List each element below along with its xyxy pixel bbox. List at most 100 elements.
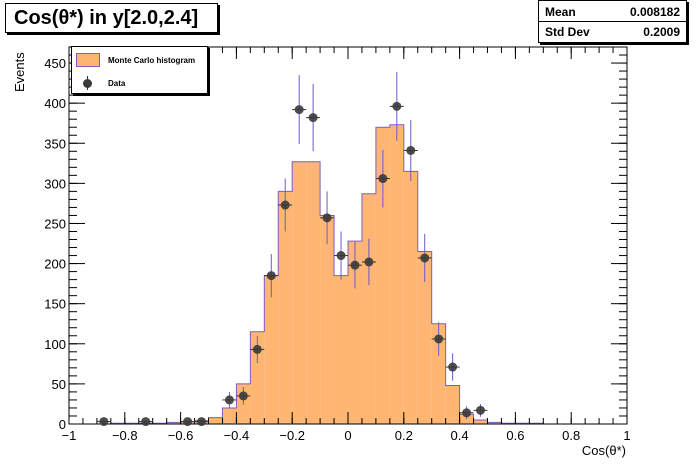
stats-std-value: 0.2009: [643, 25, 680, 39]
y-tick-label: 0: [59, 417, 66, 432]
mc-bin: [222, 407, 237, 424]
legend: Monte Carlo histogram Data: [71, 46, 208, 94]
x-tick-label: −0.2: [279, 428, 305, 443]
x-tick-label: −0.4: [224, 428, 250, 443]
data-point: [459, 406, 474, 420]
mc-bin: [473, 419, 488, 424]
y-tick-label: 100: [44, 337, 66, 352]
data-point: [180, 417, 195, 427]
axes: −1 −0.8 −0.6 −0.4 −0.2 0 0.2 0.4 0.6 0.8 1 0 50 100 15…: [44, 46, 631, 443]
data-marker: [294, 105, 304, 115]
data-point: [389, 71, 404, 141]
data-marker: [197, 417, 207, 427]
data-marker: [336, 251, 346, 261]
data-point: [320, 191, 335, 245]
data-marker: [238, 391, 248, 401]
data-point: [306, 83, 321, 152]
mc-bin: [250, 331, 265, 424]
x-tick-label: 0: [344, 428, 351, 443]
mc-histogram: [69, 124, 627, 425]
data-marker: [280, 200, 290, 210]
y-tick-label: 250: [44, 216, 66, 231]
data-marker: [99, 417, 109, 427]
y-tick-label: 150: [44, 297, 66, 312]
mc-bin: [264, 275, 279, 424]
mc-bin: [361, 193, 376, 424]
plot-title: Cos(θ*) in y[2.0,2.4]: [5, 3, 218, 33]
mc-bin: [445, 385, 460, 424]
mc-bin: [278, 191, 293, 424]
data-points: [96, 71, 488, 427]
mc-bin: [459, 414, 474, 424]
x-axis-label: Cos(θ*): [581, 443, 626, 458]
data-marker: [350, 260, 360, 270]
data-point: [403, 119, 418, 181]
data-marker: [420, 253, 430, 263]
y-tick-label: 200: [44, 257, 66, 272]
x-tick-label: 0.8: [562, 428, 580, 443]
mc-bin: [375, 127, 390, 424]
mc-bin: [487, 422, 502, 424]
x-tick-label: −0.6: [168, 428, 194, 443]
data-point: [222, 391, 237, 408]
stats-mean-value: 0.008182: [629, 5, 680, 19]
x-tick-label: −1: [62, 428, 77, 443]
legend-item-data: Data: [76, 73, 125, 93]
x-tick-label: 0.6: [506, 428, 524, 443]
mc-swatch-icon: [76, 53, 100, 67]
plot-title-text: Cos(θ*) in y[2.0,2.4]: [14, 7, 199, 29]
legend-mc-label: Monte Carlo histogram: [108, 55, 196, 65]
stats-mean-row: Mean 0.008182: [545, 3, 680, 21]
mc-bin: [403, 171, 418, 424]
x-tick-label: −0.8: [112, 428, 138, 443]
y-tick-label: 300: [44, 176, 66, 191]
data-point: [236, 387, 251, 405]
y-axis-label: Events: [12, 52, 27, 92]
stats-mean-label: Mean: [545, 5, 576, 19]
data-marker: [448, 362, 458, 372]
legend-item-mc: Monte Carlo histogram: [76, 50, 195, 70]
data-marker: [406, 145, 416, 155]
data-marker: [141, 417, 151, 427]
stats-divider: [539, 21, 686, 22]
data-point: [194, 417, 209, 427]
data-point: [431, 322, 446, 356]
data-marker: [392, 101, 402, 111]
data-marker: [462, 408, 472, 418]
data-marker: [252, 344, 262, 354]
data-point: [138, 417, 153, 427]
data-point: [417, 233, 432, 283]
mc-bin: [306, 161, 321, 424]
data-point: [361, 238, 376, 286]
mc-bin: [417, 251, 432, 424]
mc-bin: [348, 241, 362, 424]
data-point: [96, 417, 111, 427]
legend-data-label: Data: [108, 78, 126, 88]
data-point: [334, 231, 348, 280]
data-point: [348, 241, 362, 289]
mc-bin: [208, 417, 223, 424]
data-marker: [308, 113, 318, 123]
y-tick-label: 450: [44, 56, 66, 71]
data-point: [445, 353, 460, 381]
stats-box: Mean 0.008182 Std Dev 0.2009: [538, 0, 687, 43]
data-point: [292, 75, 307, 145]
mc-bin: [292, 161, 307, 424]
data-marker: [434, 334, 444, 344]
stats-std-label: Std Dev: [545, 25, 590, 39]
mc-bin: [431, 323, 446, 424]
y-tick-label: 400: [44, 96, 66, 111]
data-marker: [378, 174, 388, 184]
data-marker: [364, 257, 374, 267]
x-tick-label: 0.4: [451, 428, 469, 443]
data-point: [264, 253, 279, 298]
x-tick-label: 1: [623, 428, 630, 443]
stats-std-row: Std Dev 0.2009: [545, 23, 680, 41]
data-marker: [322, 213, 332, 223]
data-marker: [224, 395, 234, 405]
mc-bin: [389, 124, 404, 424]
y-tick-label: 350: [44, 136, 66, 151]
data-point: [278, 178, 293, 232]
mc-bin: [334, 275, 348, 424]
